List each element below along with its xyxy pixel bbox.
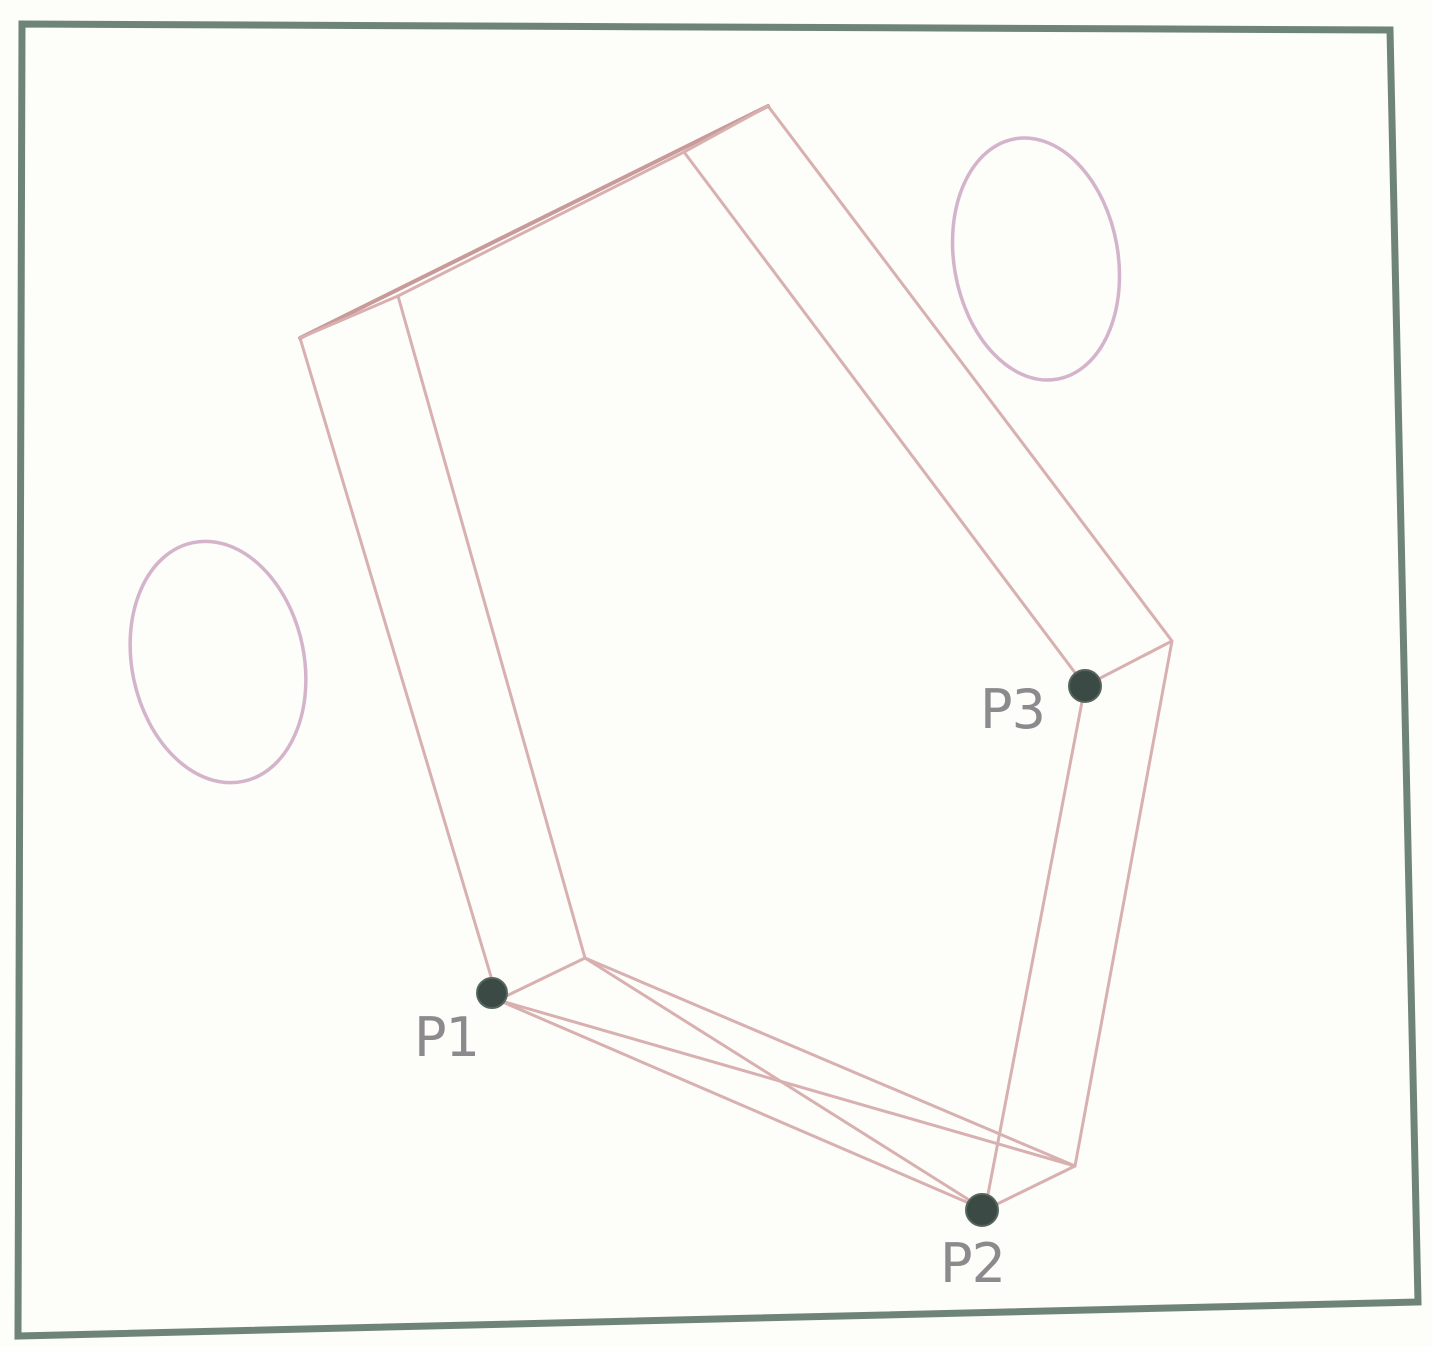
label-p1: P1 bbox=[414, 1006, 479, 1069]
point-p2 bbox=[965, 1193, 999, 1227]
prism-inner-face bbox=[396, 150, 1087, 1212]
left-ellipse bbox=[128, 539, 308, 785]
prism-bottom-edge bbox=[496, 998, 987, 1212]
prism-connector-top bbox=[682, 104, 770, 154]
prism-connector-left bbox=[298, 294, 400, 340]
prism-hidden-edge bbox=[583, 956, 1077, 1168]
prism-top-edge bbox=[298, 104, 770, 340]
label-p3: P3 bbox=[980, 678, 1045, 741]
prism-connector-lower-left bbox=[496, 956, 587, 1002]
label-p2: P2 bbox=[940, 1232, 1005, 1295]
point-p3 bbox=[1068, 669, 1102, 703]
point-p1 bbox=[476, 977, 508, 1009]
right-ellipse bbox=[950, 136, 1122, 382]
prism-connector-bottom bbox=[983, 1164, 1077, 1212]
outer-frame bbox=[14, 20, 1422, 1340]
